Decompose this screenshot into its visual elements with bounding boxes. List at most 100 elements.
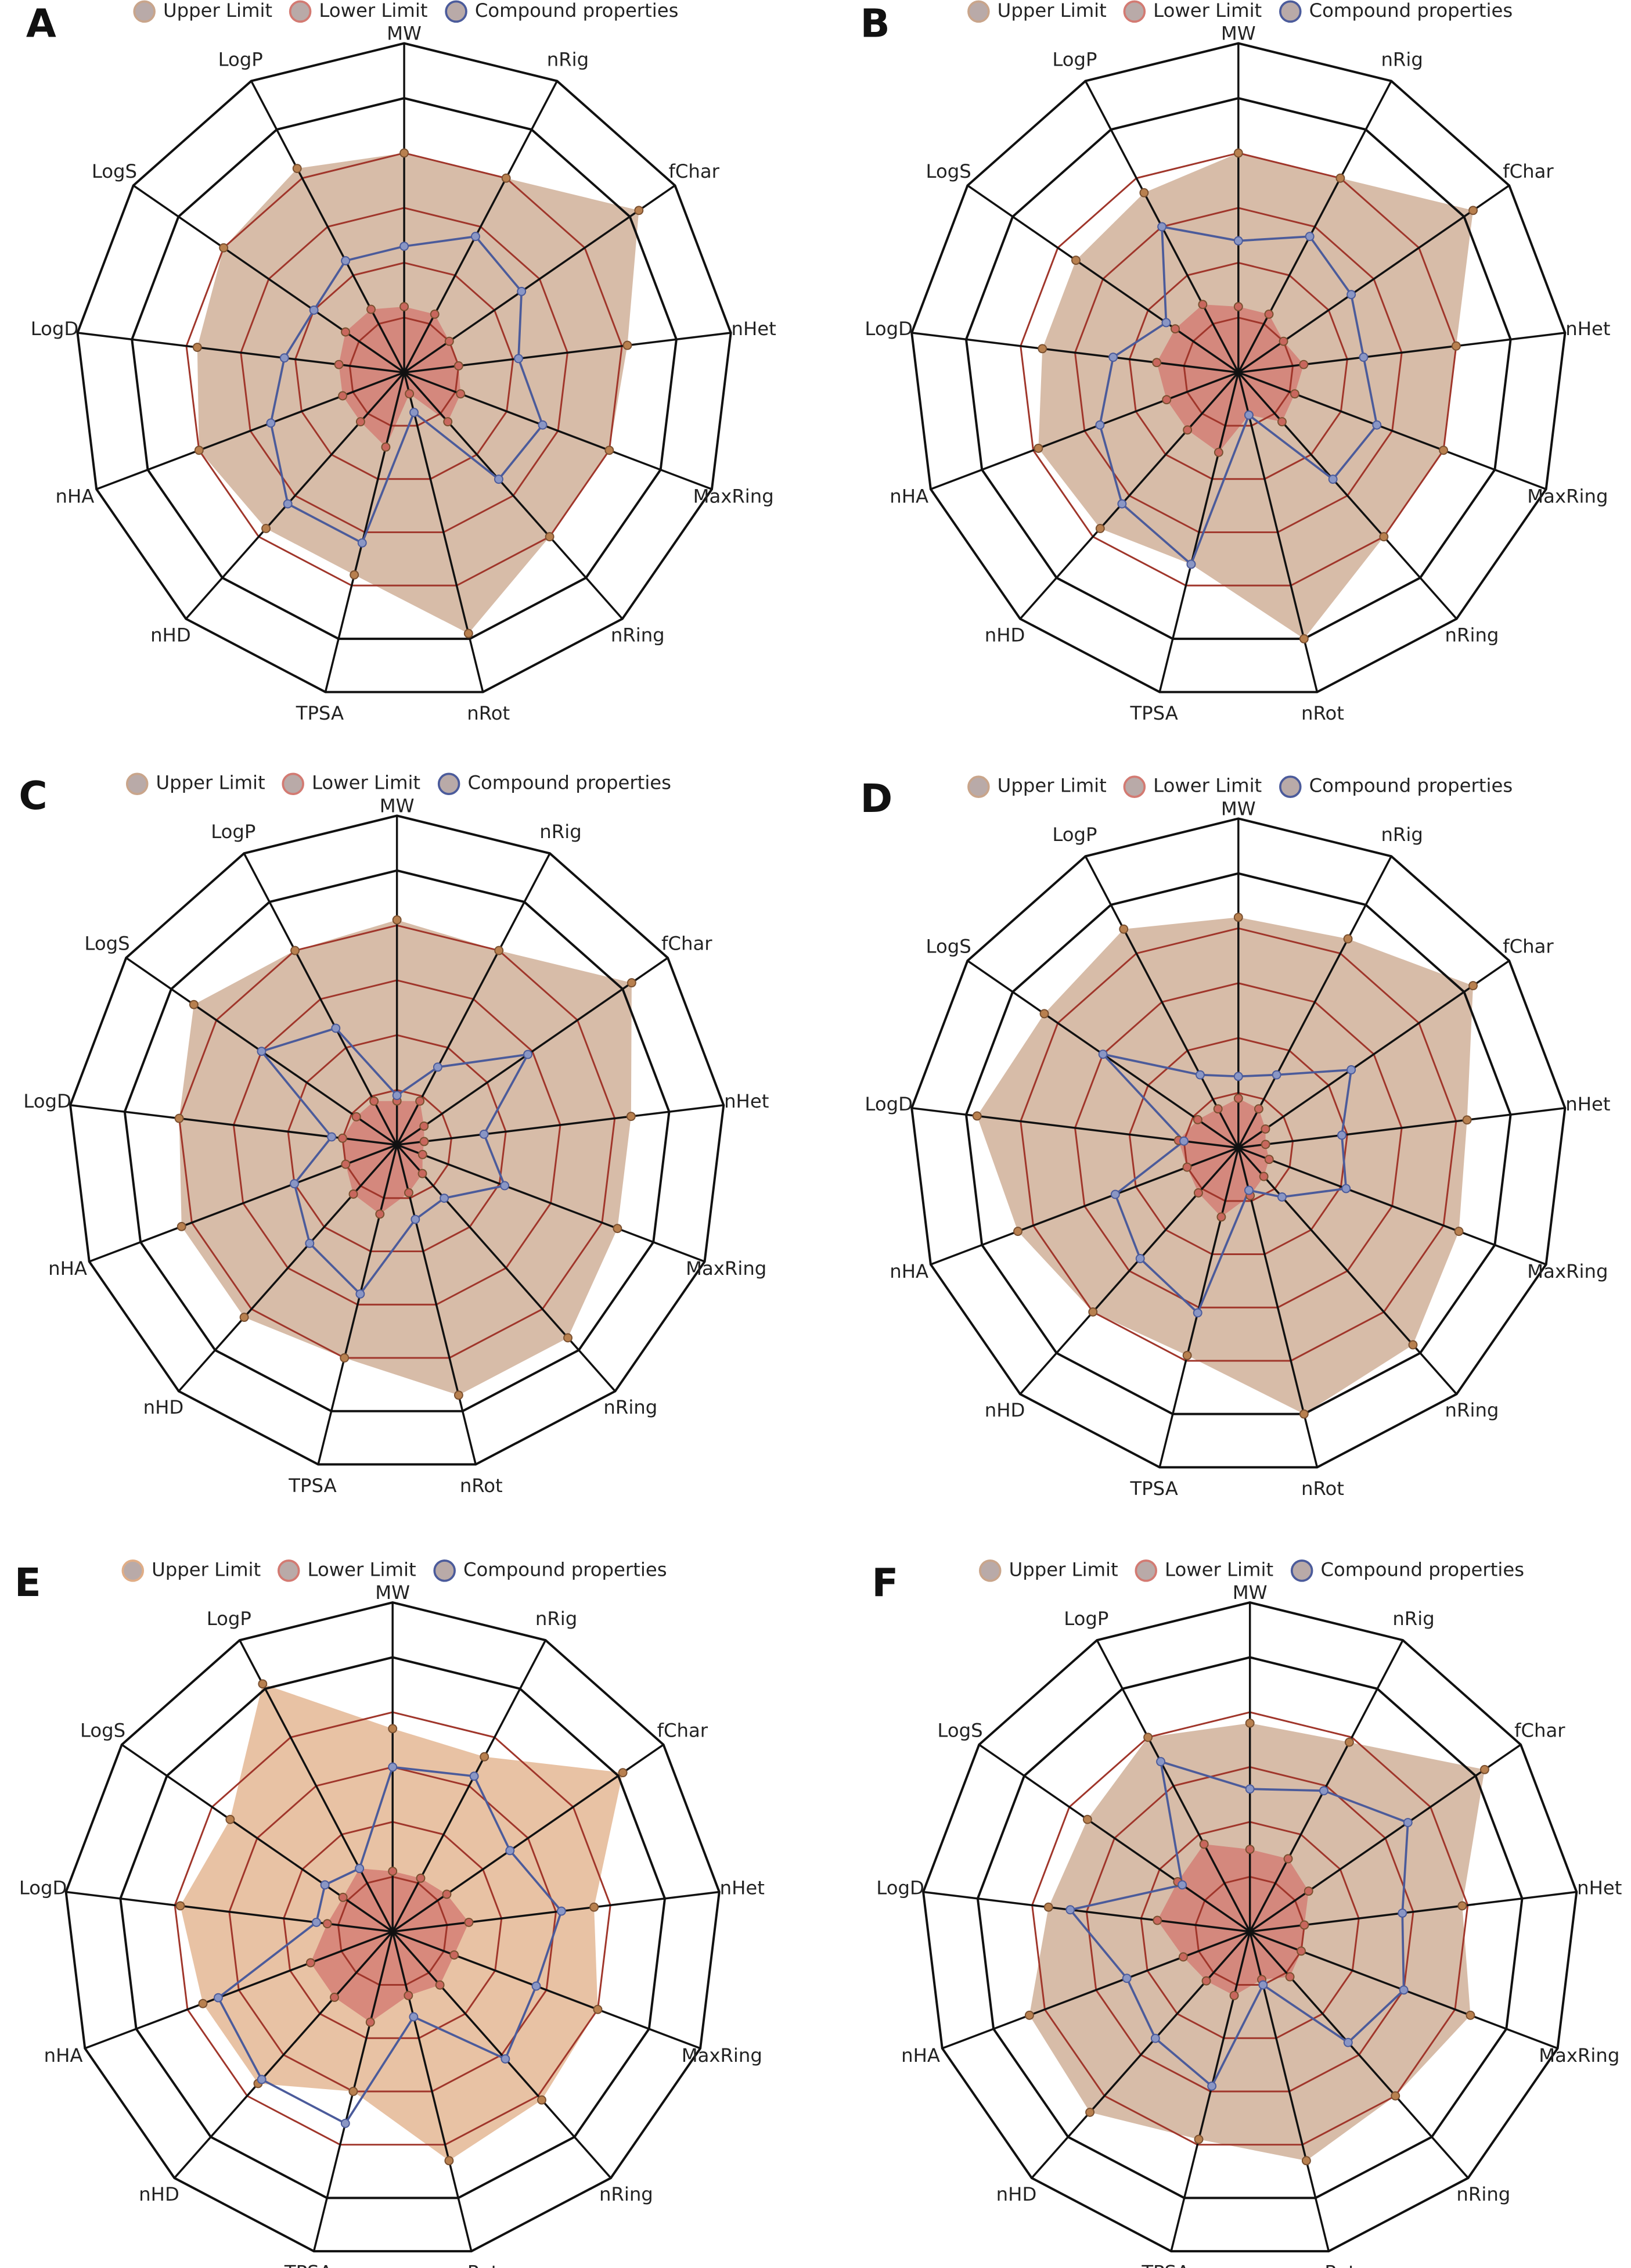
data-point — [1183, 425, 1193, 435]
data-point — [1157, 222, 1167, 232]
legend-marker — [282, 772, 304, 795]
legend-marker — [1123, 0, 1146, 23]
data-point — [309, 305, 319, 315]
data-point — [464, 1917, 474, 1927]
legend-marker — [289, 0, 312, 23]
axis-label: nRing — [1445, 624, 1499, 646]
data-point — [1088, 1307, 1098, 1317]
data-point — [320, 1880, 330, 1890]
axis-label: nHD — [996, 2183, 1037, 2205]
frame-ring — [64, 1601, 721, 2253]
data-point — [1161, 318, 1171, 328]
spoke — [404, 371, 712, 490]
frame-ring — [131, 96, 678, 640]
data-point — [1095, 420, 1105, 430]
legend-marker — [433, 1559, 456, 1582]
data-point — [1462, 1115, 1472, 1125]
axis-label: nHD — [985, 624, 1025, 646]
data-point — [1479, 1764, 1489, 1774]
legend-label: Lower Limit — [1165, 1558, 1273, 1580]
axis-label: TPSA — [1141, 2262, 1189, 2268]
axis-label: fChar — [668, 160, 719, 182]
axis-label: nRot — [1301, 1478, 1344, 1500]
data-point — [341, 1159, 351, 1169]
axis-label: MaxRing — [1527, 485, 1608, 507]
spoke — [77, 332, 405, 374]
radar-chart: B Upper Limit Lower Limit Compound properti… — [860, 0, 1611, 724]
spoke — [391, 1640, 547, 1932]
data-point — [1277, 417, 1287, 427]
axis-label: nHA — [56, 485, 95, 507]
axis-label: nRig — [1381, 824, 1423, 846]
axis-label: TPSA — [1129, 1478, 1178, 1500]
data-point — [1207, 2081, 1217, 2091]
data-point — [1178, 1952, 1188, 1962]
data-point — [375, 1209, 385, 1219]
axis-label: MW — [375, 1582, 410, 1604]
axis-label: fChar — [1503, 160, 1554, 182]
data-point — [327, 1132, 337, 1142]
axis-label: nHet — [732, 318, 776, 340]
legend-label: Compound properties — [463, 1558, 667, 1580]
line — [1100, 1052, 1353, 1315]
data-point — [1199, 1839, 1209, 1849]
line — [260, 1027, 530, 1296]
data-point — [1233, 1072, 1243, 1081]
axis-label: LogP — [207, 1608, 251, 1630]
data-point — [341, 327, 350, 337]
data-point — [399, 148, 409, 158]
line — [269, 235, 544, 545]
data-point — [1264, 309, 1274, 319]
data-point — [1193, 1188, 1203, 1198]
data-point — [399, 302, 409, 311]
area — [342, 1101, 424, 1214]
axis-label: nHA — [890, 485, 928, 507]
radar-chart: E Upper Limit Lower Limit Compound properti… — [15, 1558, 765, 2268]
spoke — [392, 1890, 720, 1933]
data-point — [1343, 2037, 1353, 2047]
panel-label: F — [872, 1560, 898, 1605]
legend-marker — [133, 0, 156, 23]
data-point — [351, 1112, 361, 1122]
legend-label: Lower Limit — [308, 1558, 416, 1580]
axis-label: LogS — [926, 160, 971, 182]
data-point — [177, 1221, 186, 1231]
data-point — [1152, 358, 1162, 368]
data-point — [404, 1990, 413, 2000]
data-point — [266, 418, 276, 428]
data-point — [593, 2004, 603, 2014]
data-point — [634, 206, 644, 215]
data-point — [471, 232, 480, 242]
axis-label: nHA — [44, 2044, 83, 2066]
data-point — [355, 1864, 365, 1874]
spoke — [1158, 372, 1240, 692]
grid-ring — [240, 207, 568, 533]
axis-label: nRing — [611, 624, 665, 646]
data-point — [198, 1999, 208, 2008]
legend-label: Upper Limit — [156, 772, 265, 794]
axis-label: fChar — [661, 933, 712, 955]
grid-ring — [178, 924, 616, 1359]
data-point — [1085, 2107, 1095, 2117]
data-point — [1233, 1094, 1243, 1104]
axis-label: TPSA — [288, 1475, 336, 1497]
radar-chart: D Upper Limit Lower Limit Compound properti… — [860, 775, 1611, 1500]
data-point — [1277, 1192, 1287, 1202]
data-point — [1359, 353, 1369, 362]
legend-label: Upper Limit — [1009, 1558, 1118, 1580]
data-point — [416, 1873, 426, 1883]
data-point — [440, 1194, 449, 1203]
axis-label: LogP — [1064, 1608, 1108, 1630]
data-point — [1337, 1130, 1346, 1140]
axis-label: MaxRing — [686, 1257, 766, 1279]
data-point — [1024, 2010, 1034, 2020]
data-point — [1285, 1972, 1295, 1982]
axis-label: LogP — [218, 48, 263, 70]
data-point — [1065, 1905, 1075, 1915]
data-point — [1372, 420, 1382, 430]
data-point — [622, 340, 632, 350]
data-point — [1034, 443, 1043, 453]
data-point — [290, 946, 300, 955]
data-point — [292, 164, 302, 173]
